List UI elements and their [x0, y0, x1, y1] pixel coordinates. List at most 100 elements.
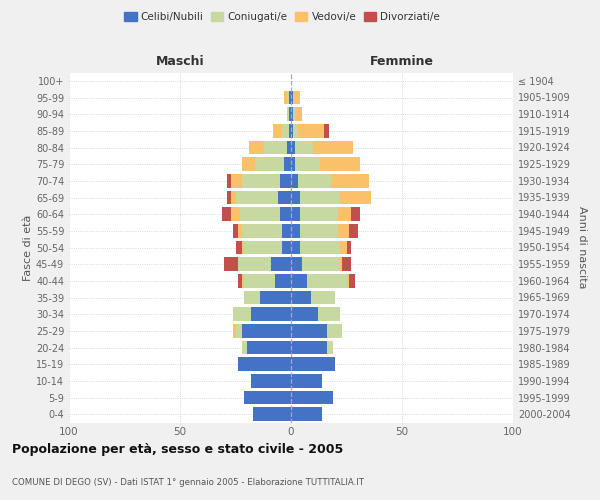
- Bar: [282, 224, 291, 237]
- Bar: [287, 140, 291, 154]
- Bar: [238, 224, 242, 237]
- Bar: [291, 208, 300, 221]
- Bar: [349, 274, 355, 287]
- Bar: [224, 258, 238, 271]
- Bar: [280, 174, 291, 188]
- Bar: [291, 108, 293, 121]
- Bar: [340, 240, 347, 254]
- Bar: [275, 274, 291, 287]
- Bar: [244, 240, 282, 254]
- Bar: [280, 208, 291, 221]
- Bar: [291, 124, 293, 138]
- Bar: [291, 358, 335, 371]
- Bar: [338, 224, 349, 237]
- Bar: [347, 274, 349, 287]
- Bar: [313, 140, 353, 154]
- Bar: [300, 190, 340, 204]
- Bar: [253, 408, 291, 421]
- Bar: [291, 340, 326, 354]
- Bar: [347, 240, 351, 254]
- Bar: [298, 124, 325, 138]
- Bar: [338, 208, 351, 221]
- Bar: [284, 90, 287, 104]
- Bar: [340, 258, 342, 271]
- Bar: [302, 258, 340, 271]
- Bar: [273, 124, 282, 138]
- Bar: [326, 340, 333, 354]
- Bar: [242, 224, 282, 237]
- Bar: [291, 274, 307, 287]
- Bar: [251, 374, 291, 388]
- Bar: [295, 108, 302, 121]
- Bar: [251, 308, 291, 321]
- Text: Popolazione per età, sesso e stato civile - 2005: Popolazione per età, sesso e stato civil…: [12, 442, 343, 456]
- Text: Maschi: Maschi: [155, 54, 205, 68]
- Bar: [291, 140, 295, 154]
- Bar: [300, 240, 340, 254]
- Bar: [289, 90, 291, 104]
- Bar: [293, 108, 295, 121]
- Bar: [233, 224, 238, 237]
- Bar: [307, 274, 347, 287]
- Bar: [291, 308, 317, 321]
- Bar: [291, 258, 302, 271]
- Bar: [235, 190, 278, 204]
- Bar: [240, 208, 280, 221]
- Y-axis label: Fasce di età: Fasce di età: [23, 214, 33, 280]
- Bar: [249, 140, 265, 154]
- Bar: [298, 174, 331, 188]
- Bar: [291, 174, 298, 188]
- Bar: [293, 124, 298, 138]
- Bar: [260, 290, 291, 304]
- Bar: [282, 240, 291, 254]
- Bar: [265, 140, 287, 154]
- Bar: [326, 324, 342, 338]
- Bar: [331, 174, 368, 188]
- Bar: [311, 290, 335, 304]
- Bar: [231, 190, 235, 204]
- Bar: [235, 240, 242, 254]
- Bar: [222, 208, 231, 221]
- Bar: [244, 390, 291, 404]
- Bar: [293, 90, 300, 104]
- Bar: [233, 324, 235, 338]
- Bar: [287, 90, 289, 104]
- Bar: [289, 108, 291, 121]
- Bar: [291, 374, 322, 388]
- Bar: [300, 208, 338, 221]
- Bar: [247, 340, 291, 354]
- Bar: [227, 190, 231, 204]
- Bar: [291, 240, 300, 254]
- Bar: [244, 274, 275, 287]
- Bar: [342, 258, 351, 271]
- Bar: [233, 308, 251, 321]
- Y-axis label: Anni di nascita: Anni di nascita: [577, 206, 587, 288]
- Bar: [289, 124, 291, 138]
- Bar: [325, 124, 329, 138]
- Text: Femmine: Femmine: [370, 54, 434, 68]
- Bar: [287, 108, 289, 121]
- Bar: [291, 90, 293, 104]
- Bar: [242, 324, 291, 338]
- Bar: [291, 390, 333, 404]
- Bar: [351, 208, 360, 221]
- Bar: [242, 240, 244, 254]
- Legend: Celibi/Nubili, Coniugati/e, Vedovi/e, Divorziati/e: Celibi/Nubili, Coniugati/e, Vedovi/e, Di…: [120, 8, 444, 26]
- Bar: [300, 224, 338, 237]
- Bar: [282, 124, 289, 138]
- Bar: [242, 274, 244, 287]
- Bar: [238, 358, 291, 371]
- Bar: [242, 158, 256, 171]
- Bar: [235, 324, 242, 338]
- Bar: [295, 140, 313, 154]
- Bar: [238, 258, 271, 271]
- Bar: [242, 174, 280, 188]
- Bar: [349, 224, 358, 237]
- Bar: [291, 158, 295, 171]
- Bar: [291, 408, 322, 421]
- Bar: [238, 274, 242, 287]
- Bar: [340, 190, 371, 204]
- Bar: [317, 308, 340, 321]
- Bar: [320, 158, 360, 171]
- Bar: [231, 208, 240, 221]
